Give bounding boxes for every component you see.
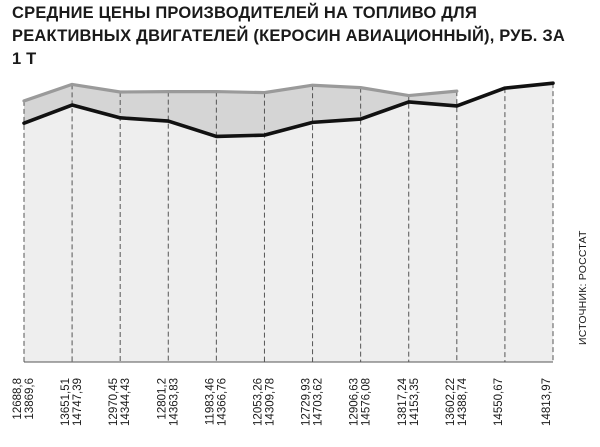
series-line-upper (22, 82, 459, 103)
chart-areas (24, 83, 553, 362)
lower-area (24, 83, 553, 362)
tick-label: 14153,35 (409, 378, 421, 426)
tick-label: 14388,74 (457, 377, 469, 426)
tick-label: 12688,8 (12, 378, 24, 420)
chart-gridlines (23, 83, 554, 363)
tick-label: 13651,51 (60, 378, 72, 426)
tick-label: 14550,67 (493, 378, 505, 426)
upper-band-area (24, 84, 457, 137)
series-line-lower (22, 81, 555, 139)
tick-label: 14576,08 (361, 378, 373, 426)
tick-label: 13869,6 (24, 378, 36, 420)
tick-label: 14366,76 (216, 378, 228, 426)
tick-label: 12053,26 (252, 378, 264, 426)
tick-label: 12801,2 (156, 378, 168, 420)
tick-label: 14813,97 (541, 378, 553, 426)
tick-label: 12906,63 (349, 378, 361, 426)
tick-label: 13817,24 (397, 377, 409, 426)
tick-label: 12970,45 (108, 378, 120, 426)
chart-tick-labels: 12688,8 13869,6 13651,51 14747,39 12970,45 14… (12, 377, 553, 426)
source-label: Источник: Росстат (577, 230, 589, 345)
tick-label: 14747,39 (72, 378, 84, 426)
tick-label: 11983,46 (204, 378, 216, 425)
tick-label: 12729,93 (301, 378, 313, 426)
chart-lines (22, 81, 555, 139)
tick-label: 14309,78 (264, 378, 276, 426)
tick-label: 14363,83 (168, 378, 180, 426)
tick-label: 14703,62 (313, 378, 325, 426)
chart-title: Средние цены производителей на топливо д… (12, 4, 566, 68)
tick-label: 13602,22 (445, 378, 457, 426)
tick-label: 14344,43 (120, 378, 132, 426)
